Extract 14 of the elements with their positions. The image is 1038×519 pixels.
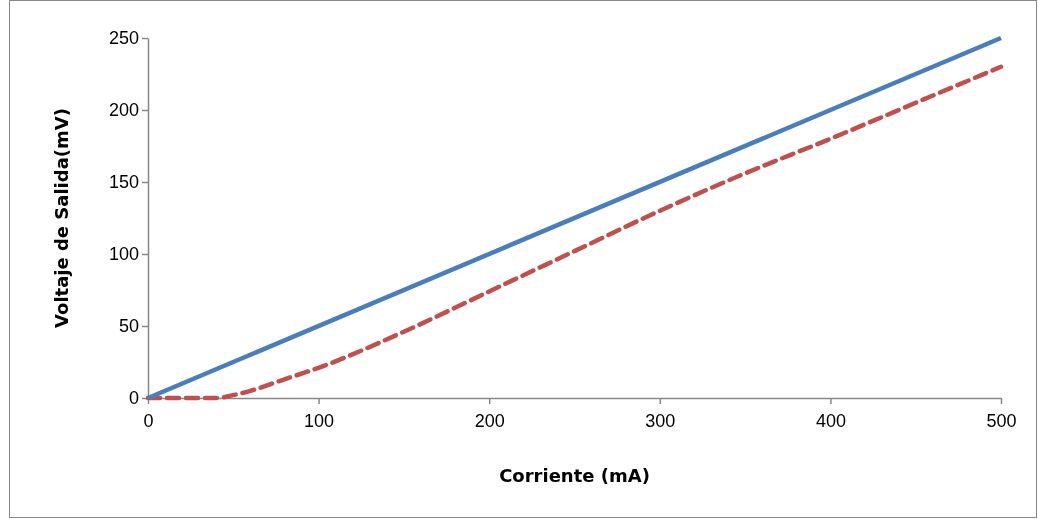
- y-tick-label: 50: [118, 316, 139, 337]
- y-tick-label: 100: [108, 244, 139, 265]
- x-tick-label: 300: [645, 410, 676, 431]
- x-axis-title: Corriente (mA): [499, 465, 650, 486]
- y-tick-label: 200: [108, 100, 139, 121]
- y-axis-title: Voltaje de Salida(mV): [51, 108, 72, 328]
- x-tick-label: 400: [815, 410, 846, 431]
- y-tick-label: 250: [108, 28, 139, 49]
- y-tick-label: 150: [108, 172, 139, 193]
- x-tick-label: 0: [143, 410, 154, 431]
- x-tick-label: 500: [986, 410, 1017, 431]
- x-tick-label: 100: [304, 410, 335, 431]
- y-tick-label: 0: [128, 388, 139, 409]
- x-tick-label: 200: [474, 410, 505, 431]
